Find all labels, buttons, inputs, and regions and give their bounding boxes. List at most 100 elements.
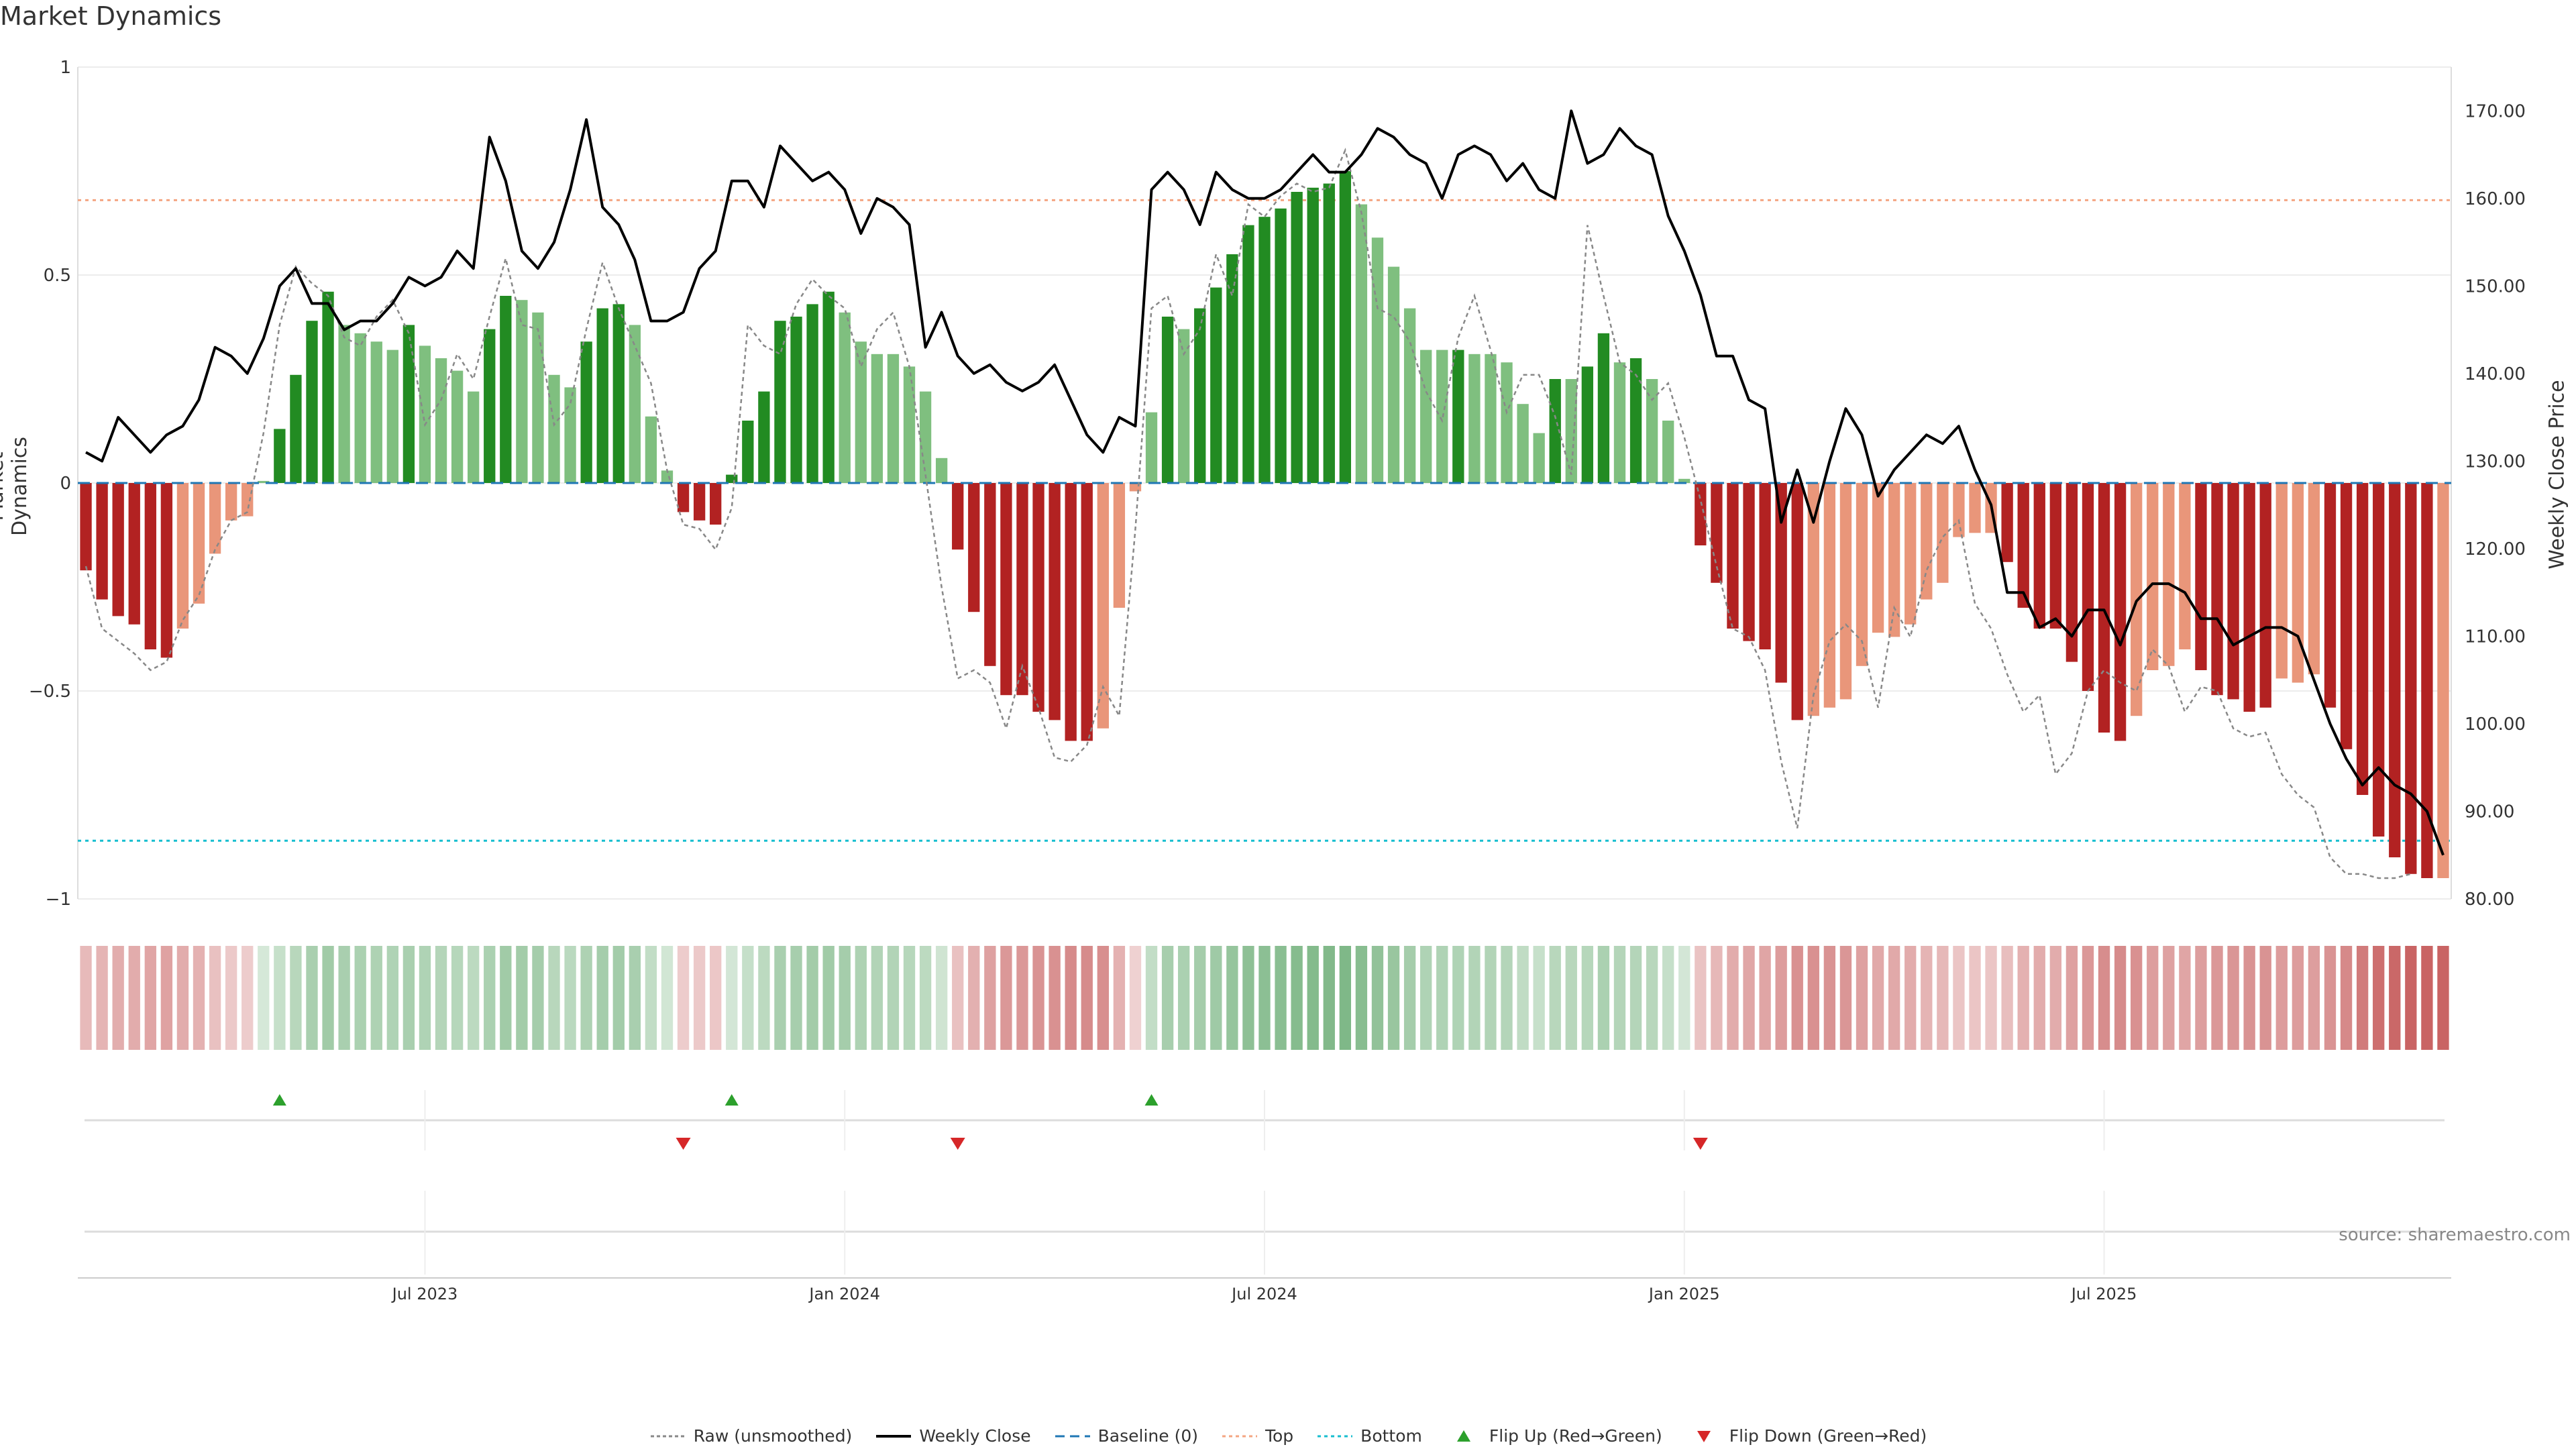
dynamics-bar [1501,362,1513,483]
dynamics-bar [1533,433,1545,483]
dynamics-bar [1339,171,1352,483]
dynamics-bar [1759,483,1771,649]
dynamics-bar [2308,483,2320,675]
heat-strip-cell [1727,946,1739,1050]
legend-label: Flip Up (Red→Green) [1489,1426,1662,1446]
y-tick-right: 170.00 [2465,101,2526,121]
heat-strip-cell [693,946,706,1050]
dynamics-bar [1662,421,1674,483]
dynamics-bar [710,483,722,525]
chart-legend: Raw (unsmoothed) Weekly Close Baseline (0)… [0,1426,2576,1446]
y-tick-right: 110.00 [2465,627,2526,647]
dynamics-bar [1904,483,1917,625]
chart-title: Market Dynamics [0,1,222,31]
dynamics-bar [2227,483,2239,700]
dynamics-bar [2049,483,2061,629]
legend-swatch [1697,1430,1711,1442]
heat-strip-cell [1597,946,1610,1050]
dynamics-bar [1097,483,1109,729]
dynamics-bar [839,312,851,483]
heat-strip-cell [2308,946,2320,1050]
dynamics-bar [1711,483,1723,583]
dynamics-bar [1452,350,1464,483]
heat-strip-cell [290,946,302,1050]
heat-strip-cell [2049,946,2061,1050]
legend-item-top: Top [1221,1426,1293,1446]
heat-strip-cell [645,946,657,1050]
heat-strip-cell [1275,946,1287,1050]
dynamics-bar [871,354,883,483]
heat-strip-cell [451,946,464,1050]
heat-strip-cell [2098,946,2110,1050]
heat-strip-cell [2340,946,2353,1050]
dynamics-bar [1727,483,1739,629]
heat-strip-cell [2195,946,2207,1050]
dynamics-bar [645,416,657,483]
heat-strip-cell [855,946,867,1050]
dynamics-bar [935,458,948,483]
dynamics-bar [2033,483,2045,629]
heat-strip-cell [306,946,318,1050]
dynamics-bar [2211,483,2223,696]
dynamics-bar [193,483,205,604]
y-tick-right: 140.00 [2465,364,2526,384]
dynamics-bar [1371,237,1384,483]
dynamics-bar [1468,354,1481,483]
legend-item-baseline: Baseline (0) [1054,1426,1198,1446]
dynamics-bar [1161,317,1174,483]
dynamics-bar [2243,483,2255,712]
legend-label: Flip Down (Green→Red) [1729,1426,1927,1446]
heat-strip-cell [677,946,690,1050]
heat-strip-cell [1339,946,1352,1050]
source-note: source: sharemaestro.com [2339,1225,2571,1245]
dynamics-bar [128,483,140,625]
heat-strip-cell [1355,946,1368,1050]
dynamics-bar [580,341,592,483]
dynamics-bar [758,391,770,483]
dynamics-bar [661,470,674,483]
y-tick-left: 1 [60,58,71,78]
heat-strip-cell [370,946,382,1050]
flip-up-marker [272,1094,286,1106]
dynamics-bar [2275,483,2288,679]
heat-strip-cell [128,946,140,1050]
heat-strip-cell [1646,946,1658,1050]
dynamics-bar [1775,483,1787,683]
dynamics-bar [2421,483,2433,878]
legend-label: Bottom [1360,1426,1422,1446]
heat-strip-cell [2065,946,2078,1050]
heat-strip-cell [258,946,270,1050]
x-tick-label: Jan 2024 [808,1285,880,1303]
dynamics-bar [1969,483,1981,533]
heat-strip-cell [2324,946,2337,1050]
dynamics-bar [1549,379,1561,483]
flip-down-marker [950,1138,965,1150]
heat-strip-cell [1097,946,1109,1050]
heat-strip-cell [419,946,431,1050]
dynamics-bar [1888,483,1900,637]
heat-strip-cell [225,946,237,1050]
dynamics-bar [1065,483,1077,741]
dynamics-bar [774,321,786,483]
heat-strip-cell [1371,946,1384,1050]
heat-strip-cell [1403,946,1416,1050]
heat-strip-cell [1501,946,1513,1050]
y-tick-right: 160.00 [2465,189,2526,209]
y-tick-right: 120.00 [2465,539,2526,559]
dynamics-bar [322,291,334,483]
dynamics-bar [855,341,867,483]
heat-strip-cell [1420,946,1432,1050]
dynamics-bar [1194,308,1206,483]
dynamics-bar [2195,483,2207,670]
heat-strip-cell [903,946,916,1050]
dynamics-bar [1807,483,1819,716]
dynamics-bar [2340,483,2353,749]
heat-strip-cell [1049,946,1061,1050]
legend-item-raw: Raw (unsmoothed) [649,1426,852,1446]
dynamics-bar [2179,483,2191,649]
legend-item-close: Weekly Close [875,1426,1031,1446]
dynamics-bar [370,341,382,483]
dynamics-bar [903,366,916,483]
dynamics-bar [96,483,108,600]
dynamics-bar [2147,483,2159,670]
